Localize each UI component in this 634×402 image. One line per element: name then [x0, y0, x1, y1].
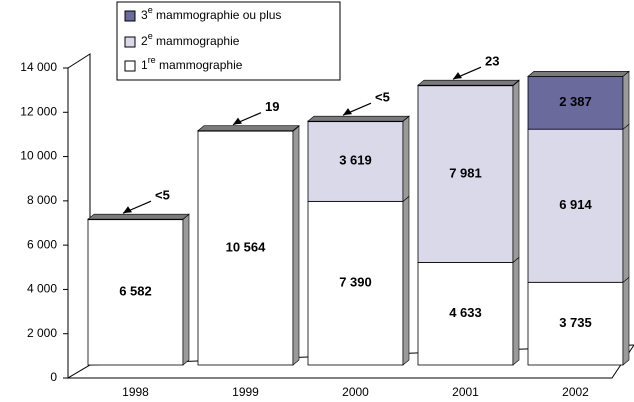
legend-label: 2e mammographie: [141, 31, 240, 48]
value-label: 19: [265, 99, 279, 114]
y-tick-label: 10 000: [20, 149, 57, 163]
x-tick-label: 1999: [232, 385, 259, 399]
annotation-arrowhead: [343, 108, 352, 116]
bar-segment: [87, 218, 184, 366]
bar-top: [307, 115, 410, 122]
bar-side: [402, 195, 410, 366]
x-tick-label: 2002: [562, 385, 589, 399]
bar-side: [512, 80, 520, 264]
y-tick-label: 2 000: [27, 326, 57, 340]
annotation-arrowhead: [233, 117, 242, 125]
y-tick-label: 6 000: [27, 237, 57, 251]
value-label: <5: [375, 90, 390, 105]
legend-swatch: [124, 60, 136, 72]
annotation-arrowhead: [123, 206, 132, 214]
annotation-arrowhead: [453, 72, 462, 80]
bar-top: [417, 79, 520, 86]
y-tick-label: 0: [50, 370, 57, 384]
value-label: 4 633: [449, 305, 482, 320]
bar-side: [182, 213, 190, 366]
legend: [116, 1, 341, 81]
value-label: 7 981: [449, 165, 482, 180]
bar-side: [512, 256, 520, 366]
value-label: 2 387: [559, 94, 592, 109]
bar-side: [292, 125, 300, 366]
bar-segment: [197, 130, 294, 366]
y-tick-label: 4 000: [27, 282, 57, 296]
x-tick-label: 1998: [122, 385, 149, 399]
y-tick-label: 14 000: [20, 60, 57, 74]
bar-top: [527, 71, 630, 77]
bar-side: [402, 115, 410, 203]
bar-side: [622, 276, 630, 366]
legend-label: 1re mammographie: [141, 55, 243, 72]
y-tick-label: 12 000: [20, 104, 57, 118]
x-tick-label: 2000: [342, 385, 369, 399]
bar-segment: [307, 120, 404, 202]
bar-segment: [527, 128, 624, 283]
bar-segment: [527, 75, 624, 130]
bar-side: [622, 123, 630, 283]
bar-segment: [417, 262, 514, 366]
value-label: 10 564: [226, 239, 267, 254]
y-tick-label: 8 000: [27, 193, 57, 207]
value-label: <5: [155, 188, 170, 203]
value-label: 6 914: [559, 197, 592, 212]
bar-segment: [527, 281, 624, 366]
value-label: 23: [485, 54, 499, 69]
x-tick-label: 2001: [452, 385, 479, 399]
value-label: 3 619: [339, 153, 372, 168]
value-label: 3 735: [559, 315, 592, 330]
legend-label: 3e mammographie ou plus: [141, 5, 281, 22]
bar-top: [87, 213, 190, 220]
bar-top: [197, 125, 300, 131]
value-label: 7 390: [339, 275, 372, 290]
bar-segment: [417, 85, 514, 263]
legend-swatch: [124, 36, 136, 48]
value-label: 6 582: [119, 284, 152, 299]
legend-swatch: [124, 10, 136, 22]
left-wall: [67, 53, 91, 379]
bar-side: [622, 70, 630, 130]
